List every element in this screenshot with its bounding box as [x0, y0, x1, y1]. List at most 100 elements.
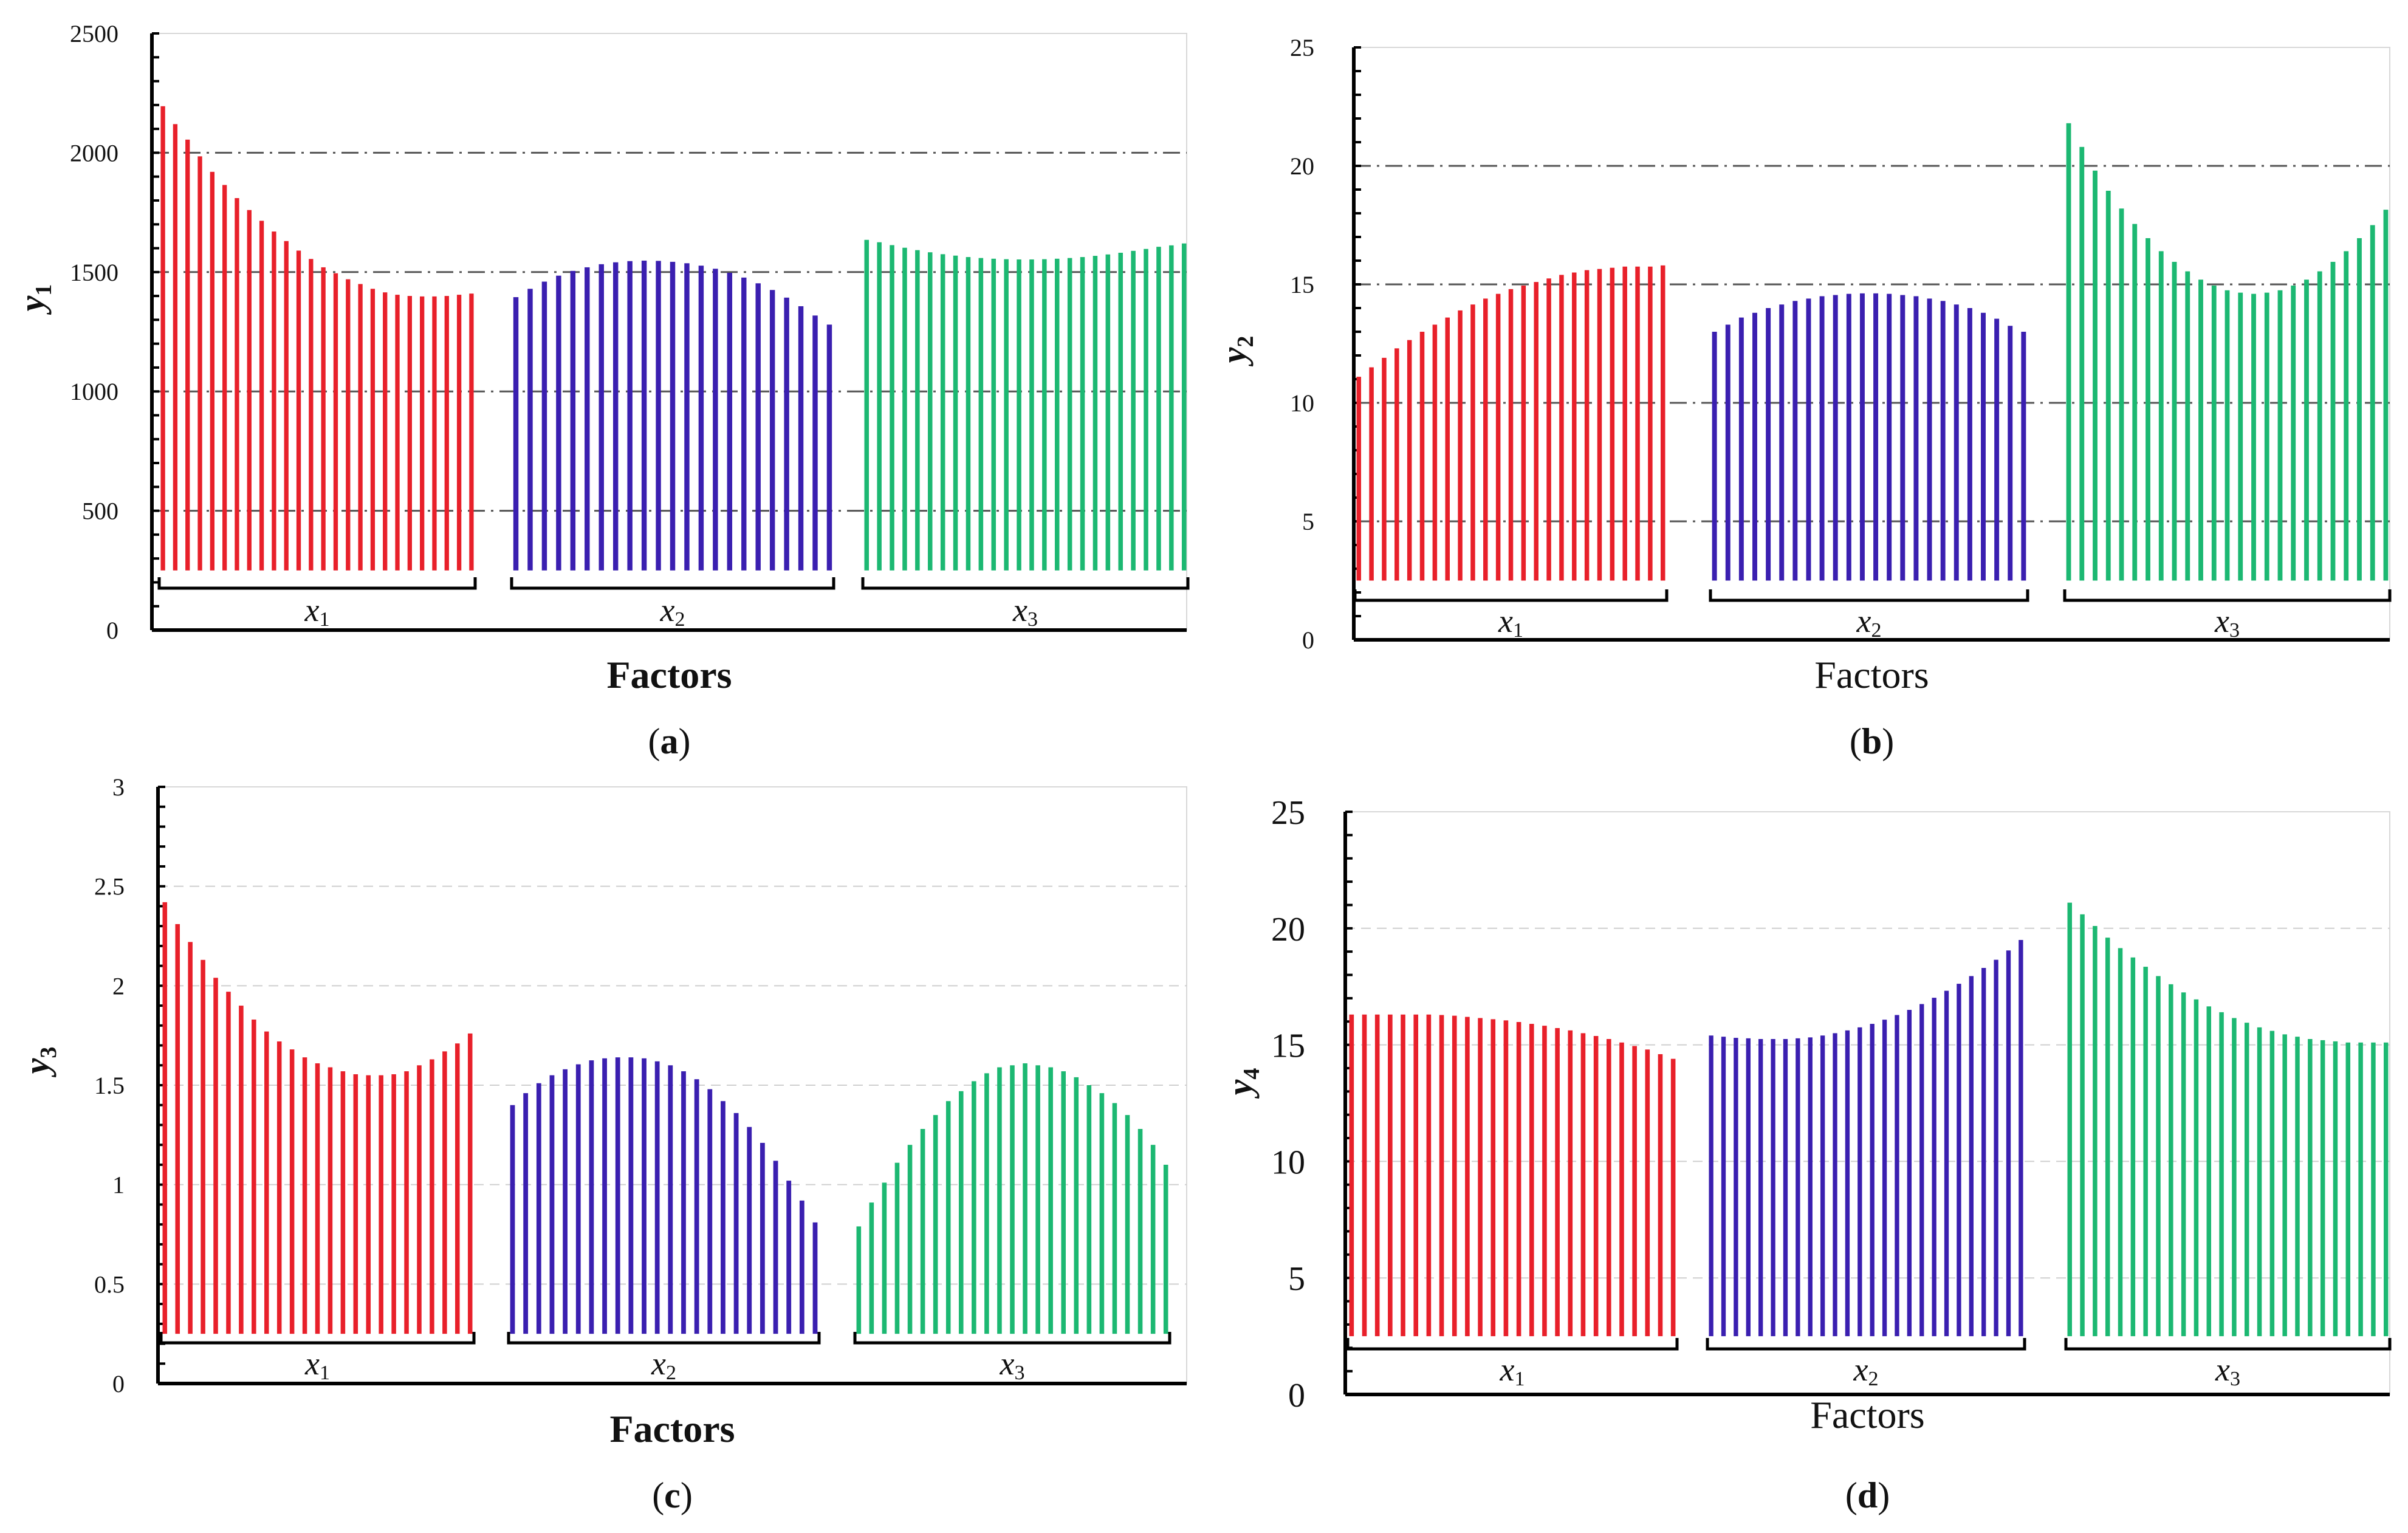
group-bracket-x3: [853, 1332, 1171, 1345]
bar-x2-7: [1792, 301, 1798, 581]
bar-x1-5: [1401, 1014, 1405, 1337]
bar-x2-8: [1796, 1038, 1800, 1337]
bar-x2-8: [602, 1058, 607, 1334]
bar-group-x1: x1: [1346, 1014, 1679, 1390]
bar-x3-11: [984, 1073, 989, 1334]
bar-x2-5: [1766, 308, 1771, 581]
bar-x3-1: [864, 239, 870, 571]
y-tick-label: 5: [1302, 508, 1314, 535]
bar-x1-15: [333, 273, 338, 571]
group-label-sub: 1: [1513, 619, 1523, 642]
bar-x2-14: [698, 266, 704, 571]
bar-x2-21: [1957, 984, 1961, 1337]
y-axis-label: y1: [12, 284, 57, 315]
bar-x2-3: [541, 281, 547, 571]
group-bracket-x1: [159, 1332, 476, 1345]
bar-x2-4: [556, 275, 561, 571]
bar-x2-17: [1907, 1010, 1912, 1337]
bar-x3-16: [2264, 292, 2269, 581]
bar-x1-11: [1483, 298, 1488, 581]
bar-x3-22: [1131, 250, 1136, 571]
bar-x1-12: [296, 250, 301, 571]
bar-x3-14: [1023, 1063, 1027, 1334]
bar-x1-5: [213, 978, 218, 1334]
bar-x3-18: [1080, 257, 1085, 571]
bar-x3-19: [1093, 256, 1098, 571]
bar-x2-21: [798, 306, 804, 571]
bar-x3-19: [2304, 280, 2309, 581]
group-label-main: x: [2215, 1351, 2230, 1388]
y-tick-label: 20: [1290, 153, 1314, 180]
caption-letter: a: [660, 721, 679, 761]
bar-x3-15: [2244, 1023, 2249, 1337]
bar-x1-7: [235, 198, 239, 571]
group-bracket-x2: [1709, 589, 2029, 602]
group-bracket-x1: [157, 577, 477, 590]
x-axis-title: Factors: [606, 653, 732, 696]
bar-x3-4: [894, 1162, 900, 1334]
group-label-x1: x1: [1498, 603, 1523, 642]
bar-x1-24: [1648, 266, 1653, 581]
bar-x2-10: [1833, 295, 1838, 581]
bar-x2-23: [1981, 968, 1986, 1337]
bar-x1-19: [391, 1074, 396, 1334]
bar-x2-13: [1857, 1027, 1862, 1337]
y-axis-label-sub: 3: [36, 1047, 61, 1058]
bar-x3-10: [978, 258, 984, 571]
bar-x1-25: [1660, 265, 1665, 581]
bar-x3-9: [966, 257, 971, 571]
bar-x2-6: [1779, 304, 1785, 581]
bar-x1-20: [1597, 269, 1602, 581]
bar-x2-9: [1819, 296, 1825, 581]
bar-x1-12: [1495, 293, 1501, 581]
bar-x3-9: [2169, 984, 2173, 1337]
bar-x1-3: [185, 139, 190, 571]
bar-x3-23: [2357, 238, 2362, 581]
bar-x2-24: [2021, 332, 2026, 581]
bar-x1-5: [1407, 340, 1412, 581]
bar-x1-6: [222, 185, 227, 571]
y-tick-label: 1500: [70, 259, 118, 286]
bar-x3-20: [2317, 271, 2322, 581]
bar-x2-1: [1712, 332, 1717, 581]
y-tick-label: 2.5: [94, 873, 125, 900]
bar-x2-13: [668, 1065, 673, 1334]
y-tick-label: 25: [1271, 794, 1305, 832]
bar-x2-9: [615, 1057, 620, 1334]
y-axis-label-main: y: [17, 1058, 57, 1077]
caption-close-paren: ): [679, 721, 691, 761]
bar-x3-15: [1042, 259, 1047, 571]
bar-x3-14: [1029, 259, 1034, 571]
group-label-main: x: [304, 592, 320, 628]
bar-x3-19: [1086, 1085, 1092, 1334]
bar-x3-24: [2370, 225, 2375, 581]
bar-x2-22: [1969, 976, 1974, 1337]
bar-x2-19: [1932, 998, 1936, 1337]
bar-x2-23: [799, 1200, 804, 1334]
bar-x3-12: [1004, 259, 1009, 571]
bar-x1-9: [264, 1031, 269, 1334]
group-label-sub: 2: [666, 1362, 676, 1384]
bar-x1-13: [1503, 1020, 1509, 1337]
bar-x3-1: [2067, 902, 2072, 1337]
bar-x1-18: [379, 1075, 383, 1334]
bar-x1-9: [1458, 310, 1463, 581]
bar-x1-21: [1606, 1039, 1611, 1337]
y-axis-label-main: y: [1214, 347, 1254, 366]
bar-x3-16: [1048, 1067, 1053, 1334]
bar-x3-11: [2194, 999, 2199, 1337]
bar-x3-9: [2172, 261, 2177, 581]
bar-x3-4: [902, 247, 907, 571]
caption-letter: c: [664, 1475, 681, 1515]
group-label-main: x: [660, 592, 675, 628]
bar-x2-8: [1806, 298, 1811, 581]
bar-group-x3: x3: [861, 239, 1190, 631]
group-label-main: x: [651, 1345, 666, 1382]
bar-x3-7: [933, 1115, 938, 1334]
group-label-main: x: [1853, 1351, 1868, 1388]
y-tick-label: 10: [1271, 1144, 1305, 1181]
bar-x2-1: [510, 1105, 515, 1334]
bar-x3-7: [2146, 238, 2150, 581]
